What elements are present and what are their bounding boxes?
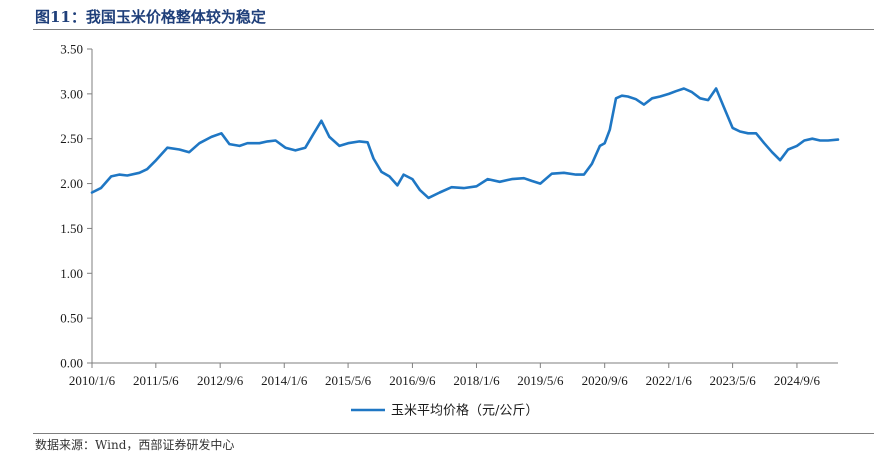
x-tick-label: 2016/9/6 (389, 373, 436, 388)
x-tick-label: 2018/1/6 (453, 373, 500, 388)
y-tick-label: 2.50 (60, 131, 83, 146)
x-tick-label: 2014/1/6 (261, 373, 308, 388)
x-tick-label: 2022/1/6 (646, 373, 693, 388)
y-tick-label: 0.00 (60, 356, 83, 371)
series-line-corn-price (90, 87, 840, 200)
x-tick-label: 2011/5/6 (133, 373, 179, 388)
x-tick-label: 2015/5/6 (325, 373, 372, 388)
x-tick-label: 2020/9/6 (582, 373, 629, 388)
y-tick-label: 1.50 (60, 221, 83, 236)
x-tick-label: 2012/9/6 (197, 373, 244, 388)
x-tick-label: 2023/5/6 (709, 373, 756, 388)
title-divider (33, 29, 874, 30)
y-tick-label: 0.50 (60, 311, 83, 326)
y-tick-label: 1.00 (60, 266, 83, 281)
y-tick-label: 3.50 (60, 42, 83, 57)
x-tick-label: 2010/1/6 (69, 373, 116, 388)
footer-divider (33, 433, 874, 434)
x-tick-label: 2019/5/6 (517, 373, 564, 388)
figure-title: 图11：我国玉米价格整体较为稳定 (35, 8, 266, 26)
y-tick-label: 2.00 (60, 176, 83, 191)
x-tick-label: 2024/9/6 (774, 373, 821, 388)
source-note: 数据来源：Wind，西部证券研发中心 (35, 438, 235, 452)
y-tick-label: 3.00 (60, 86, 83, 101)
legend-label: 玉米平均价格（元/公斤） (391, 403, 538, 419)
